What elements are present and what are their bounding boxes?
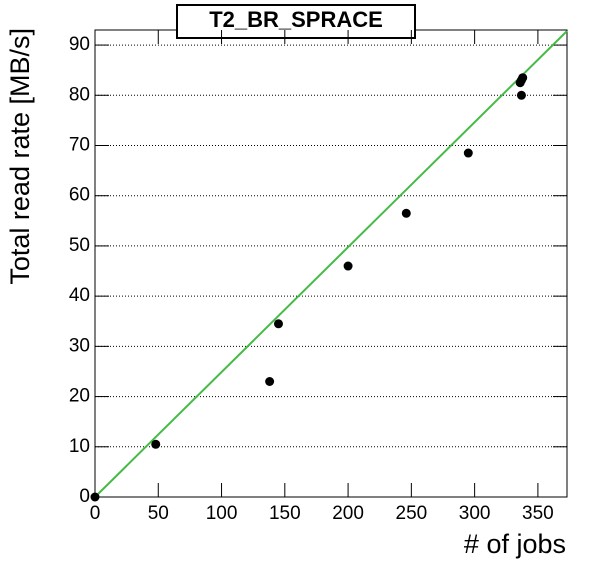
x-tick-label: 50 — [148, 503, 169, 524]
x-tick-label: 300 — [459, 503, 491, 524]
y-tick-label: 90 — [69, 34, 90, 55]
y-tick-label: 80 — [69, 84, 90, 105]
x-tick-label: 250 — [396, 503, 428, 524]
y-tick-label: 10 — [69, 436, 90, 457]
y-tick-label: 30 — [69, 335, 90, 356]
chart-title: T2_BR_SPRACE — [209, 7, 383, 32]
y-axis-label: Total read rate [MB/s] — [5, 28, 35, 285]
y-tick-label: 40 — [69, 285, 90, 306]
data-point — [265, 377, 275, 387]
data-point — [401, 208, 411, 218]
x-tick-label: 150 — [269, 503, 301, 524]
data-point — [463, 148, 473, 158]
data-point — [516, 90, 526, 100]
data-point — [151, 439, 161, 449]
x-tick-label: 0 — [90, 503, 101, 524]
title-box — [176, 4, 416, 39]
data-point — [273, 319, 283, 329]
y-tick-label: 60 — [69, 185, 90, 206]
x-axis-label: # of jobs — [464, 529, 566, 559]
data-point — [515, 78, 525, 88]
data-point — [90, 492, 100, 502]
y-tick-label: 70 — [69, 135, 90, 156]
x-tick-label: 100 — [206, 503, 238, 524]
y-tick-label: 50 — [69, 235, 90, 256]
fit-line — [94, 30, 568, 498]
x-tick-label: 200 — [332, 503, 364, 524]
y-tick-label: 20 — [69, 386, 90, 407]
x-tick-label: 350 — [522, 503, 554, 524]
data-point — [343, 261, 353, 271]
y-tick-label: 0 — [79, 486, 90, 507]
